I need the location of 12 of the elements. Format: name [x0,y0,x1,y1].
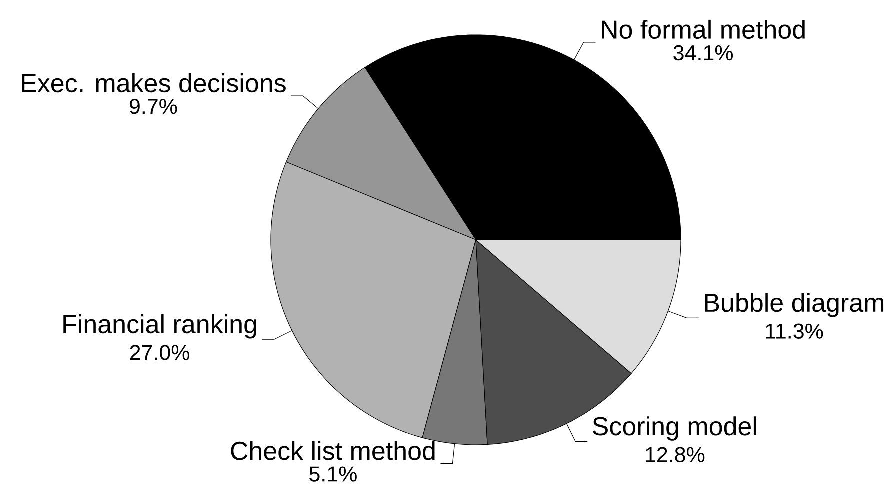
data-label: 5.1% [310,466,357,482]
slice-label: Financial ranking [64,314,256,339]
slice-label: No formal method [602,20,805,40]
slice-label: Bubble diagram [705,293,884,318]
data-label: 12.8% [646,447,705,462]
data-label: 11.3% [766,324,824,339]
slice-label: Check list method [231,441,435,460]
data-label: 27.0% [130,345,190,360]
data-label: 9.7% [130,98,178,114]
data-label: 34.1% [674,45,734,61]
slice-label: Exec. makes decisions [22,73,286,93]
slice-label: Scoring model [593,416,756,441]
